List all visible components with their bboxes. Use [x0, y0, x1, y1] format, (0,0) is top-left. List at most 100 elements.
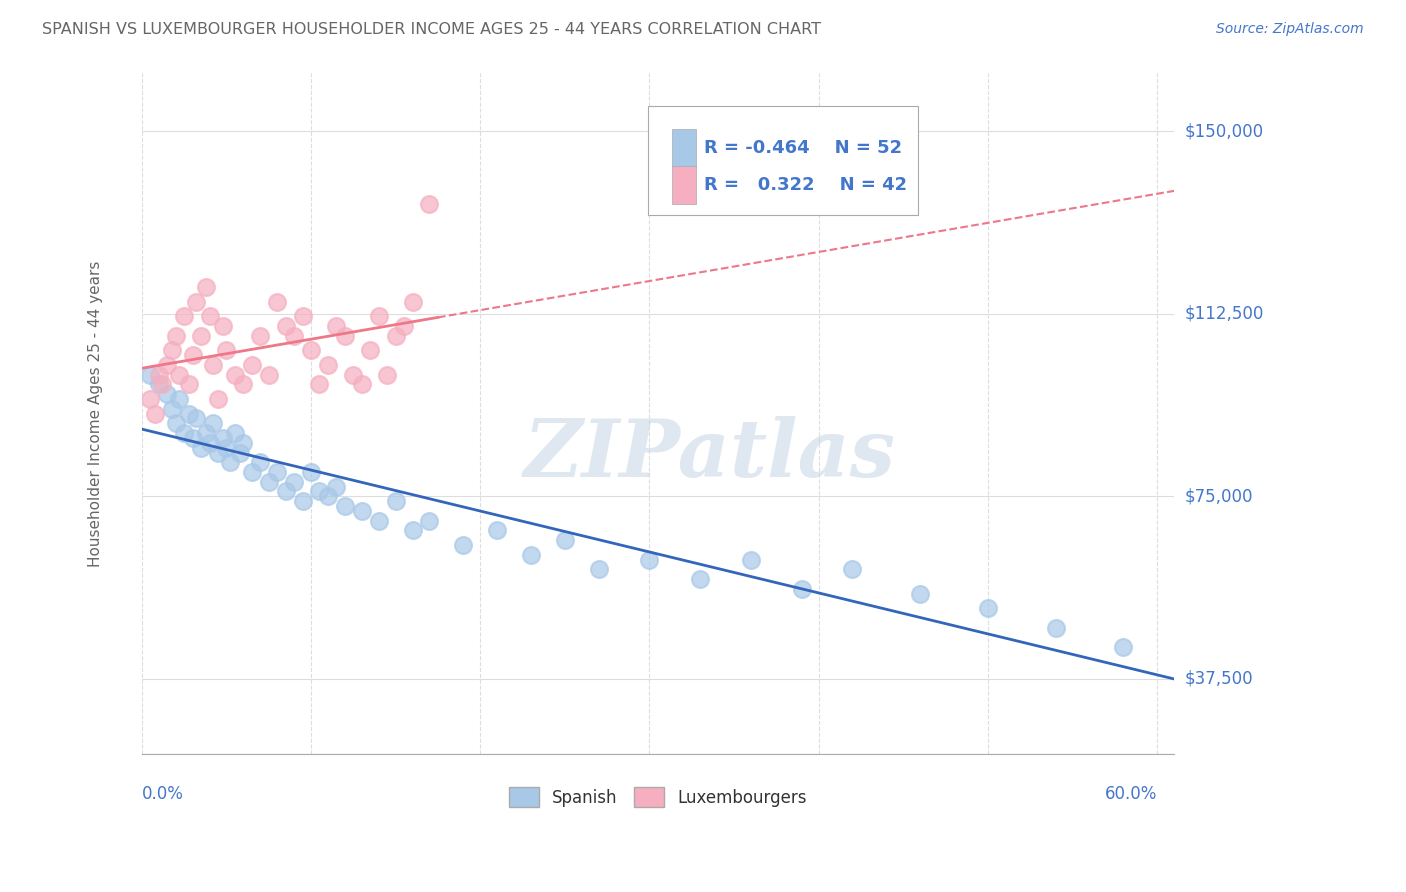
Point	[218, 455, 240, 469]
Point	[190, 441, 212, 455]
Point	[156, 387, 179, 401]
Legend: Spanish, Luxembourgers: Spanish, Luxembourgers	[502, 780, 814, 814]
Point	[316, 358, 339, 372]
Point	[283, 475, 305, 489]
Point	[184, 294, 207, 309]
Point	[224, 368, 246, 382]
Point	[201, 358, 224, 372]
Point	[167, 368, 190, 382]
Text: Householder Income Ages 25 - 44 years: Householder Income Ages 25 - 44 years	[89, 260, 103, 566]
Point	[139, 392, 162, 406]
Point	[148, 377, 170, 392]
Point	[274, 484, 297, 499]
Point	[520, 548, 543, 562]
Point	[588, 562, 610, 576]
Point	[333, 328, 356, 343]
Point	[841, 562, 863, 576]
Text: R =   0.322    N = 42: R = 0.322 N = 42	[704, 176, 907, 194]
Point	[165, 417, 187, 431]
Point	[350, 377, 373, 392]
Point	[215, 441, 238, 455]
Point	[908, 587, 931, 601]
Point	[333, 499, 356, 513]
Point	[190, 328, 212, 343]
Text: $37,500: $37,500	[1185, 670, 1254, 688]
Point	[181, 431, 204, 445]
Point	[201, 417, 224, 431]
Point	[257, 368, 280, 382]
Point	[977, 601, 1000, 615]
Point	[554, 533, 576, 548]
Point	[291, 310, 314, 324]
Point	[367, 310, 389, 324]
Point	[689, 572, 711, 586]
Point	[486, 524, 509, 538]
Point	[198, 310, 221, 324]
Point	[418, 197, 440, 211]
Text: SPANISH VS LUXEMBOURGER HOUSEHOLDER INCOME AGES 25 - 44 YEARS CORRELATION CHART: SPANISH VS LUXEMBOURGER HOUSEHOLDER INCO…	[42, 22, 821, 37]
Point	[195, 280, 218, 294]
Point	[325, 479, 347, 493]
Point	[291, 494, 314, 508]
Point	[350, 504, 373, 518]
Point	[401, 524, 423, 538]
Point	[308, 484, 330, 499]
Point	[207, 445, 229, 459]
Point	[266, 465, 288, 479]
Point	[274, 318, 297, 333]
Point	[308, 377, 330, 392]
Point	[1112, 640, 1135, 655]
Point	[212, 431, 235, 445]
Point	[232, 435, 254, 450]
Point	[1045, 621, 1067, 635]
Point	[342, 368, 364, 382]
Point	[266, 294, 288, 309]
Point	[198, 435, 221, 450]
Text: ZIPatlas: ZIPatlas	[523, 416, 896, 493]
Point	[249, 328, 271, 343]
Text: R = -0.464    N = 52: R = -0.464 N = 52	[704, 139, 903, 157]
Point	[232, 377, 254, 392]
Point	[740, 552, 762, 566]
Text: Source: ZipAtlas.com: Source: ZipAtlas.com	[1216, 22, 1364, 37]
Point	[165, 328, 187, 343]
Point	[392, 318, 415, 333]
Point	[212, 318, 235, 333]
Point	[150, 377, 173, 392]
Point	[325, 318, 347, 333]
Point	[156, 358, 179, 372]
Text: $150,000: $150,000	[1185, 122, 1264, 140]
Point	[418, 514, 440, 528]
Point	[367, 514, 389, 528]
Point	[162, 343, 184, 358]
Point	[240, 358, 263, 372]
Point	[375, 368, 398, 382]
Point	[167, 392, 190, 406]
Point	[401, 294, 423, 309]
Point	[229, 445, 252, 459]
Point	[384, 494, 406, 508]
Point	[359, 343, 381, 358]
Point	[299, 343, 322, 358]
Point	[638, 552, 661, 566]
Point	[162, 401, 184, 416]
Point	[148, 368, 170, 382]
Point	[257, 475, 280, 489]
Point	[139, 368, 162, 382]
Point	[145, 407, 167, 421]
Text: 60.0%: 60.0%	[1105, 785, 1157, 803]
Point	[184, 411, 207, 425]
Point	[207, 392, 229, 406]
Point	[179, 407, 201, 421]
Point	[384, 328, 406, 343]
Point	[299, 465, 322, 479]
Text: $112,500: $112,500	[1185, 305, 1264, 323]
Text: $75,000: $75,000	[1185, 487, 1254, 505]
Text: 0.0%: 0.0%	[142, 785, 184, 803]
Point	[181, 348, 204, 362]
Point	[249, 455, 271, 469]
Point	[790, 582, 813, 596]
Point	[283, 328, 305, 343]
Point	[195, 425, 218, 440]
Point	[179, 377, 201, 392]
